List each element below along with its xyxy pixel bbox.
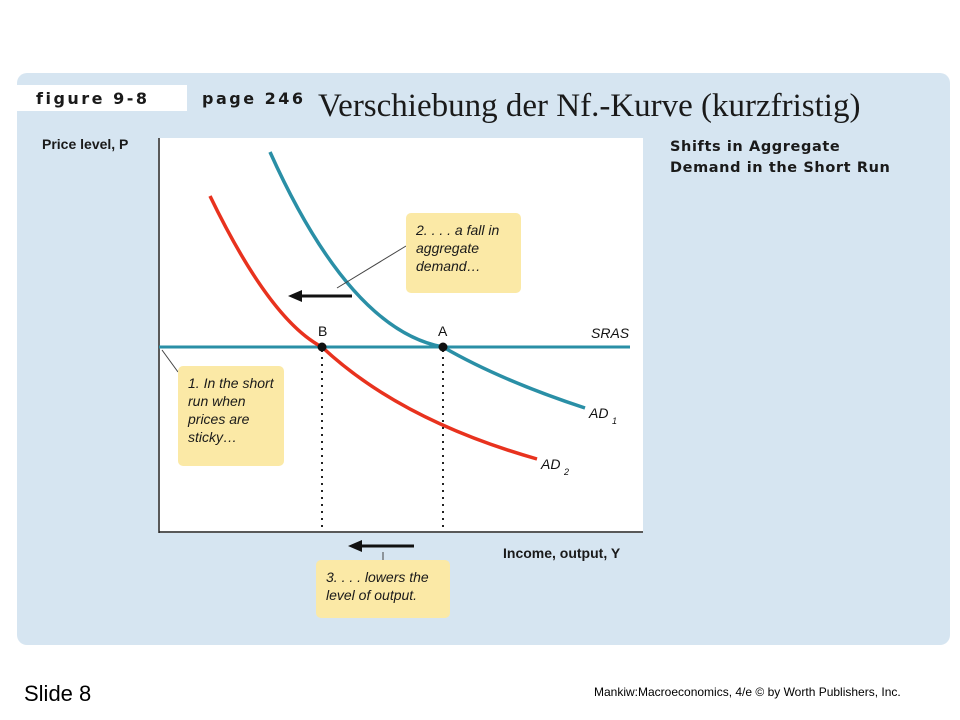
note1-leader xyxy=(161,349,179,373)
annotation-sticky-prices: 1. In the short run when prices are stic… xyxy=(178,366,284,466)
x-axis-label: Income, output, Y xyxy=(503,545,621,561)
ad1-subscript: 1 xyxy=(612,416,617,426)
sras-label: SRAS xyxy=(591,325,630,341)
ad2-label: AD xyxy=(540,456,560,472)
ad1-label: AD xyxy=(588,405,608,421)
figure-label: figure 9-8 xyxy=(36,89,150,108)
y-axis-label: Price level, P xyxy=(42,136,129,152)
slide-number: Slide 8 xyxy=(24,681,92,706)
credit-line: Mankiw:Macroeconomics, 4/e © by Worth Pu… xyxy=(594,685,901,699)
plot-area xyxy=(158,138,643,533)
figure-label-tab xyxy=(17,85,187,111)
output-shift-arrowhead xyxy=(348,540,362,552)
demand-shift-arrowhead xyxy=(288,290,302,302)
figure-caption-line2: Demand in the Short Run xyxy=(670,160,891,176)
page-label: page 246 xyxy=(202,89,306,108)
annotation-fall-in-demand: 2. . . . a fall in aggregate demand… xyxy=(406,213,521,293)
ad1-curve xyxy=(268,151,586,410)
annotation-lower-output: 3. . . . lowers the level of output. xyxy=(316,560,450,618)
figure-caption-line1: Shifts in Aggregate xyxy=(670,139,841,155)
note2-leader xyxy=(336,245,407,289)
point-a-label: A xyxy=(438,323,448,339)
figure-caption: Shifts in Aggregate Demand in the Short … xyxy=(670,137,890,179)
slide-title: Verschiebung der Nf.-Kurve (kurzfristig) xyxy=(318,88,861,124)
point-a xyxy=(438,342,448,352)
ad2-subscript: 2 xyxy=(563,467,569,477)
point-b xyxy=(317,342,327,352)
point-b-label: B xyxy=(318,323,327,339)
